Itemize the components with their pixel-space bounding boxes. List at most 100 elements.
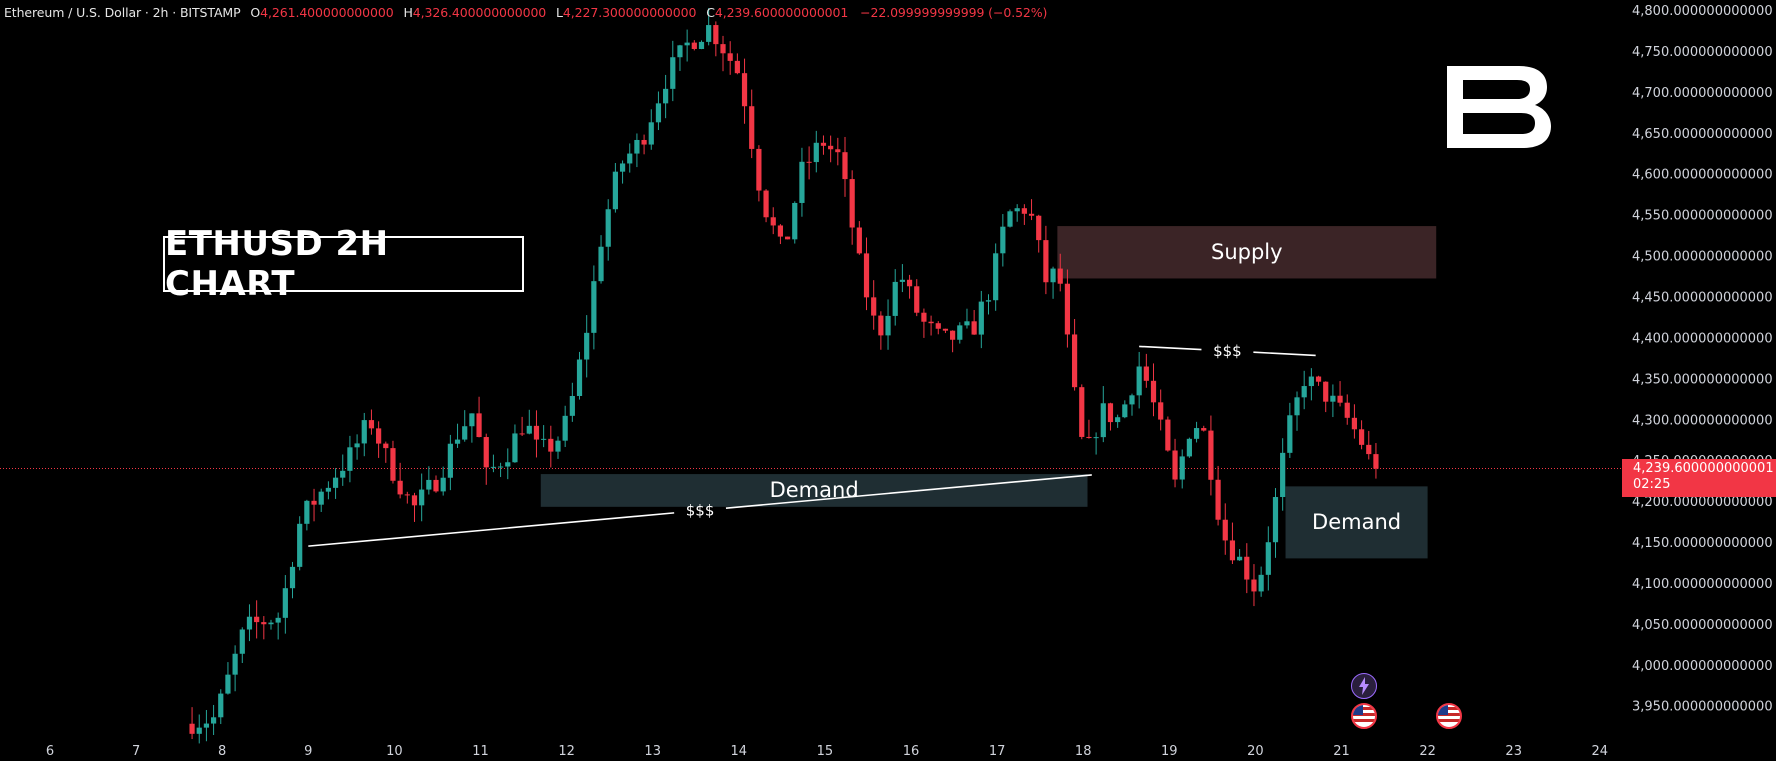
x-tick-label: 18 (1075, 744, 1092, 759)
candle-body (1294, 397, 1300, 416)
candle-body (799, 161, 805, 203)
candle-body (297, 523, 303, 567)
y-axis: 4,800.000000000000 4,750.000000000000 4,70… (1632, 4, 1773, 715)
candle-body (1115, 417, 1121, 423)
candle-body (519, 433, 525, 435)
x-tick-label: 10 (386, 744, 403, 759)
candle-body (871, 297, 877, 316)
candle-body (1366, 444, 1372, 455)
candle-body (1071, 334, 1078, 388)
candle-body (914, 286, 920, 313)
candle-body (777, 225, 784, 237)
y-tick-label: 4,750.000000000000 (1632, 45, 1773, 60)
candle-body (978, 301, 984, 335)
candle-body (433, 479, 439, 492)
candle-body (906, 279, 913, 287)
y-tick-label: 4,050.000000000000 (1632, 618, 1773, 633)
supply-zone (1057, 226, 1437, 279)
candle-body (770, 217, 776, 226)
candle-body (347, 447, 353, 471)
low-value: 4,227.300000000000 (562, 5, 697, 20)
liquidity-label: $$$ (686, 502, 715, 520)
candle-body (741, 73, 748, 107)
candle-body (232, 653, 238, 675)
candle-body (1337, 395, 1343, 403)
candle-body (505, 462, 511, 467)
y-tick-label: 3,950.000000000000 (1632, 700, 1773, 715)
x-tick-label: 13 (644, 744, 661, 759)
candle-body (1129, 395, 1135, 405)
candle-body (1158, 402, 1164, 420)
candle-body (964, 321, 970, 326)
candle-body (454, 439, 461, 444)
liquidity-line (1139, 345, 1202, 351)
us-flag-icon[interactable] (1351, 703, 1377, 729)
flash-event-icon[interactable] (1351, 673, 1377, 699)
candle-body (1172, 450, 1178, 480)
candle-body (1186, 438, 1192, 457)
candle-body (749, 106, 755, 149)
candle-body (569, 396, 575, 416)
candle-body (354, 443, 360, 448)
x-tick-label: 7 (132, 744, 140, 759)
candle-body (555, 440, 561, 452)
candle-body (325, 487, 331, 492)
candle-body (993, 253, 999, 301)
x-tick-label: 15 (817, 744, 834, 759)
candle-body (440, 477, 446, 492)
candle-body (203, 723, 210, 728)
candle-body (404, 494, 410, 496)
candle-body (261, 622, 267, 625)
candle-body (390, 448, 396, 481)
liquidity-label: $$$ (1213, 342, 1242, 360)
x-tick-label: 14 (731, 744, 748, 759)
candle-body (1107, 403, 1114, 423)
candle-body (469, 413, 475, 427)
y-tick-label: 4,200.000000000000 (1632, 495, 1773, 510)
liquidity-line (1253, 351, 1316, 357)
candle-body (490, 466, 497, 468)
candle-body (1244, 556, 1250, 580)
candle-body (792, 202, 798, 240)
us-flag-icon[interactable] (1436, 703, 1462, 729)
candle-body (684, 42, 690, 46)
candle-body (1100, 403, 1106, 438)
candle-body (196, 727, 202, 734)
candle-body (663, 88, 669, 104)
candle-body (1050, 268, 1056, 283)
candle-body (1315, 376, 1322, 382)
candle-body (1043, 240, 1049, 283)
demand-zone (1285, 486, 1428, 559)
candle-body (784, 236, 791, 240)
candle-body (512, 433, 518, 463)
candle-body (526, 425, 532, 434)
x-tick-label: 19 (1161, 744, 1178, 759)
candle-body (641, 139, 647, 145)
y-tick-label: 4,400.000000000000 (1632, 331, 1773, 346)
y-tick-label: 4,600.000000000000 (1632, 168, 1773, 183)
demand-zone-left-label: Demand (769, 478, 859, 503)
y-tick-label: 4,100.000000000000 (1632, 577, 1773, 592)
candle-body (892, 281, 898, 316)
candle-body (763, 190, 769, 218)
y-tick-label: 4,450.000000000000 (1632, 290, 1773, 305)
candle-body (497, 466, 504, 468)
candle-body (1251, 579, 1257, 592)
candle-body (863, 253, 870, 298)
candle-body (1330, 395, 1336, 402)
candle-body (254, 616, 260, 623)
x-tick-label: 22 (1419, 744, 1436, 759)
chart-title: ETHUSD 2H CHART (163, 224, 524, 304)
candle-body (677, 45, 683, 58)
candle-body (584, 332, 590, 360)
candle-body (1280, 452, 1286, 498)
candle-body (605, 209, 611, 247)
candle-body (1193, 428, 1200, 439)
candle-body (541, 438, 547, 440)
candle-body (246, 616, 253, 630)
candle-body (447, 443, 453, 478)
y-tick-label: 4,350.000000000000 (1632, 372, 1773, 387)
candle-body (813, 142, 819, 163)
candle-body (483, 437, 489, 468)
